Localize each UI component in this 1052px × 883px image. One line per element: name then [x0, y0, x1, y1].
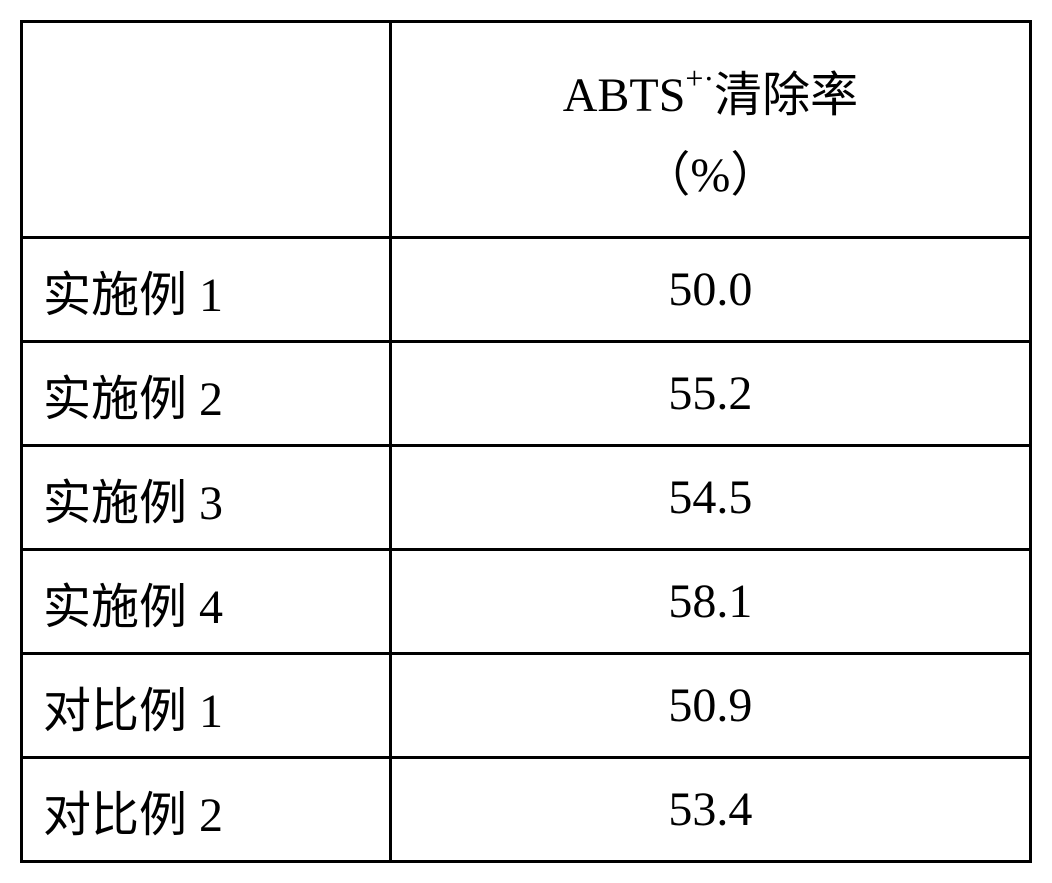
row-label: 对比例 1 [22, 654, 391, 758]
row-value: 54.5 [390, 446, 1030, 550]
table-row: 实施例 1 50.0 [22, 238, 1031, 342]
row-value: 50.0 [390, 238, 1030, 342]
data-table: ABTS+·清除率 （%） 实施例 1 50.0 实施例 2 55.2 实施例 … [20, 20, 1032, 863]
table-header-row: ABTS+·清除率 （%） [22, 22, 1031, 238]
row-value: 58.1 [390, 550, 1030, 654]
row-label: 实施例 3 [22, 446, 391, 550]
table-row: 实施例 3 54.5 [22, 446, 1031, 550]
header-line-1: ABTS+·清除率 [392, 55, 1029, 125]
table-row: 实施例 4 58.1 [22, 550, 1031, 654]
table-row: 对比例 2 53.4 [22, 758, 1031, 862]
row-label: 对比例 2 [22, 758, 391, 862]
header-cell-empty [22, 22, 391, 238]
row-label: 实施例 4 [22, 550, 391, 654]
header-line-2: （%） [392, 135, 1029, 205]
row-label: 实施例 1 [22, 238, 391, 342]
data-table-container: ABTS+·清除率 （%） 实施例 1 50.0 实施例 2 55.2 实施例 … [20, 20, 1032, 863]
row-value: 50.9 [390, 654, 1030, 758]
row-label: 实施例 2 [22, 342, 391, 446]
header-cell-abts: ABTS+·清除率 （%） [390, 22, 1030, 238]
header-superscript: +· [685, 60, 714, 96]
header-abts-text: ABTS [563, 69, 686, 122]
header-suffix: 清除率 [714, 69, 858, 122]
row-value: 53.4 [390, 758, 1030, 862]
row-value: 55.2 [390, 342, 1030, 446]
table-body: 实施例 1 50.0 实施例 2 55.2 实施例 3 54.5 实施例 4 5… [22, 238, 1031, 862]
table-row: 实施例 2 55.2 [22, 342, 1031, 446]
table-row: 对比例 1 50.9 [22, 654, 1031, 758]
